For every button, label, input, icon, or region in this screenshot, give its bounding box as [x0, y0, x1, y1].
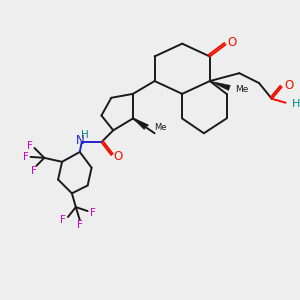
Text: F: F: [27, 141, 32, 151]
Text: F: F: [23, 152, 28, 162]
Text: O: O: [228, 36, 237, 49]
Text: F: F: [77, 220, 83, 230]
Polygon shape: [210, 81, 230, 91]
Polygon shape: [133, 118, 147, 130]
Text: F: F: [60, 215, 66, 225]
Text: F: F: [31, 166, 36, 176]
Text: H: H: [292, 99, 300, 109]
Text: Me: Me: [154, 123, 166, 132]
Text: H: H: [81, 130, 88, 140]
Text: N: N: [76, 134, 85, 147]
Text: Me: Me: [236, 85, 249, 94]
Text: O: O: [114, 150, 123, 164]
Text: F: F: [90, 208, 95, 218]
Text: O: O: [284, 80, 293, 92]
